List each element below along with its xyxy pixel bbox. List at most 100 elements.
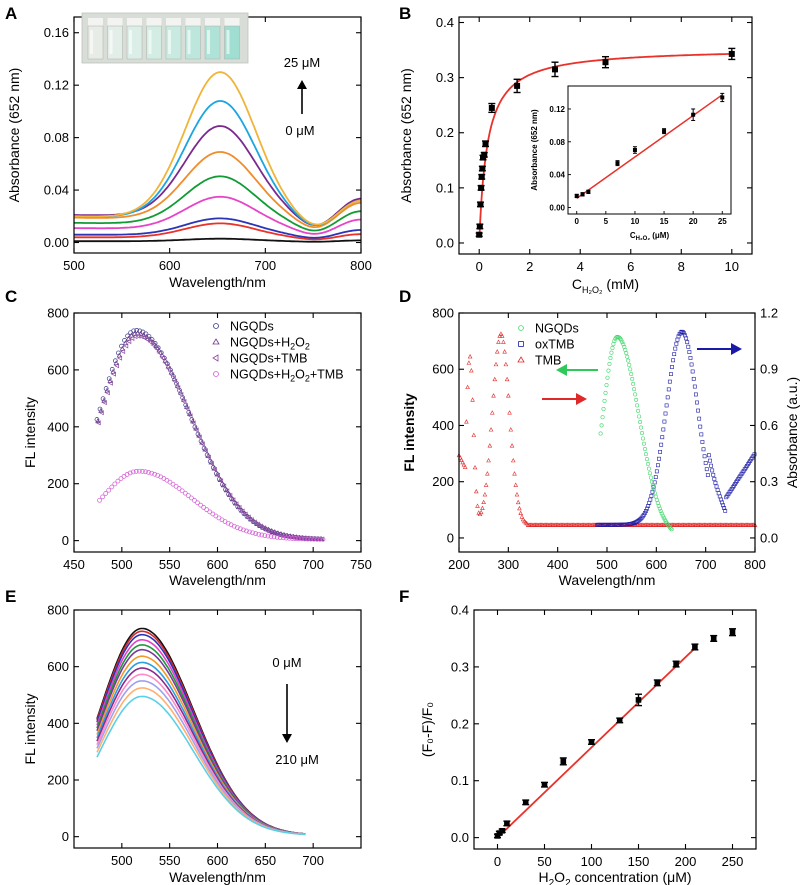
oxtmb-marker xyxy=(684,336,689,341)
ngqds-marker xyxy=(644,457,649,462)
absorbance-curve xyxy=(73,217,361,239)
marker-circle xyxy=(271,534,277,540)
inset-x-tick-label: 20 xyxy=(689,217,698,226)
ngqds-marker xyxy=(651,487,656,492)
oxtmb-marker xyxy=(697,416,702,421)
vial-cap xyxy=(146,18,162,26)
y-tick-label-left: 0 xyxy=(447,530,454,545)
x-tick-label: 600 xyxy=(159,258,181,273)
oxtmb-marker xyxy=(660,435,665,440)
ngqds-marker xyxy=(607,362,612,367)
ngqds-marker xyxy=(631,381,636,386)
panel-d: D 200 300 400 500 600 700 800 0 200 400 600 800 0.0 0.… xyxy=(399,287,800,588)
x-tick-label: 650 xyxy=(254,557,276,572)
oxtmb-marker xyxy=(699,432,704,437)
vial-cap xyxy=(88,18,103,26)
data-point xyxy=(514,82,521,89)
vial-cap xyxy=(166,18,181,26)
x-tick-label: 0 xyxy=(494,854,501,869)
vial-cap xyxy=(185,18,201,26)
ngqds-marker xyxy=(649,479,654,484)
y-tick-label: 0.4 xyxy=(436,15,454,30)
x-tick-label: 700 xyxy=(302,853,324,868)
tmb-marker xyxy=(493,361,499,367)
inset-data-point xyxy=(662,129,667,134)
marker-triangle xyxy=(184,403,190,409)
legend-marker xyxy=(518,341,524,347)
marker-circle xyxy=(192,497,197,503)
marker-circle xyxy=(256,531,262,537)
ngqds-marker xyxy=(647,471,652,476)
oxtmb-marker xyxy=(722,506,727,510)
x-tick-label: 550 xyxy=(159,853,181,868)
inset-x-tick-label: 10 xyxy=(630,217,639,226)
x-tick-label: 0 xyxy=(476,259,483,274)
marker-circle xyxy=(179,488,185,494)
y-axis-label: FL intensity xyxy=(22,397,38,468)
y-axis-label: Absorbance (652 nm) xyxy=(6,68,22,203)
plot-area-f xyxy=(473,609,757,850)
inset-x-tick-label: 5 xyxy=(604,217,609,226)
inset-x-tick-label: 25 xyxy=(718,217,727,226)
ngqds-marker xyxy=(626,358,631,363)
oxtmb-marker xyxy=(690,369,695,374)
marker-circle xyxy=(259,532,265,538)
oxtmb-marker xyxy=(695,400,699,405)
marker-circle xyxy=(274,534,280,540)
y-tick-label-right: 0.9 xyxy=(760,362,778,377)
oxtmb-marker xyxy=(711,472,716,477)
legend-label: NGQDs xyxy=(230,320,274,334)
marker-circle xyxy=(201,505,206,510)
data-point xyxy=(476,223,483,230)
marker-circle xyxy=(238,526,243,532)
marker-circle xyxy=(152,471,157,477)
oxtmb-marker xyxy=(715,488,720,492)
absorbance-curve xyxy=(74,237,361,243)
data-point xyxy=(488,104,495,111)
marker-circle xyxy=(250,530,255,536)
inset-data-point xyxy=(574,193,579,198)
y-tick-label: 0.2 xyxy=(436,125,454,140)
marker-triangle-left xyxy=(242,511,248,517)
y-axis-label: (F₀-F)/F₀ xyxy=(419,702,435,757)
inset-data-point xyxy=(580,192,585,197)
marker-triangle-left xyxy=(273,530,279,536)
panel-label-e: E xyxy=(5,587,16,606)
marker-circle xyxy=(283,535,289,541)
inset-y-tick-label: 0.04 xyxy=(549,171,565,180)
ngqds-marker xyxy=(620,340,625,345)
tmb-marker xyxy=(462,464,468,469)
tmb-marker xyxy=(508,427,514,432)
panel-label-c: C xyxy=(5,287,17,306)
legend-marker xyxy=(518,325,524,331)
oxtmb-marker xyxy=(691,376,696,381)
marker-circle xyxy=(234,525,240,530)
marker-triangle-left xyxy=(205,454,211,460)
oxtmb-marker xyxy=(682,331,686,336)
y-tick-label: 0.1 xyxy=(436,180,454,195)
oxtmb-marker xyxy=(661,427,666,432)
tmb-marker xyxy=(487,443,493,448)
marker-circle xyxy=(320,536,326,542)
tmb-marker xyxy=(491,393,496,398)
conc-bottom-label: 0 μM xyxy=(285,123,314,138)
oxtmb-marker xyxy=(723,508,728,513)
conc-bottom-label: 210 μM xyxy=(275,752,319,767)
x-axis-label: Wavelength/nm xyxy=(169,274,266,290)
data-point xyxy=(673,661,679,667)
vial-glint xyxy=(226,30,230,54)
data-point xyxy=(551,66,558,73)
oxtmb-marker xyxy=(642,511,647,515)
marker-triangle-left xyxy=(251,519,257,525)
oxtmb-marker xyxy=(696,408,700,413)
ngqds-marker xyxy=(621,342,626,347)
tmb-marker xyxy=(503,361,509,367)
data-point xyxy=(541,781,548,788)
ngqds-marker xyxy=(640,431,645,436)
marker-triangle-left xyxy=(107,380,113,386)
ngqds-marker xyxy=(601,407,606,412)
x-tick-label: 650 xyxy=(254,853,276,868)
ngqds-marker xyxy=(641,441,646,446)
marker-triangle-left xyxy=(95,420,101,426)
